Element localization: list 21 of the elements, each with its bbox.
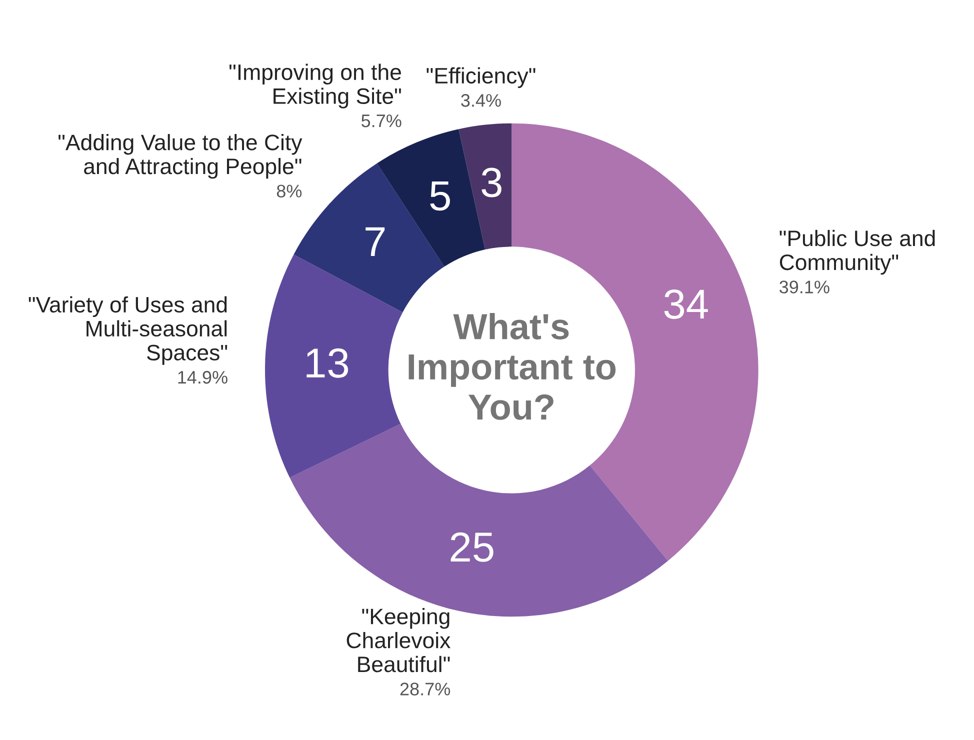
text: 5.7% (362, 114, 402, 128)
slice-label: "Improving on the Existing Site" (229, 64, 401, 108)
text: 39.1% (779, 280, 830, 294)
data-label: 34 (664, 289, 708, 319)
data-label: 25 (450, 532, 494, 562)
data-label: 13 (306, 348, 348, 378)
donut-slice (265, 254, 403, 478)
slice-label: "Efficiency" (426, 67, 536, 88)
text: 14.9% (178, 370, 228, 384)
text: 28.7% (400, 682, 450, 696)
data-label: 7 (366, 227, 385, 256)
text: 3.4% (461, 94, 501, 107)
slice-label: "Public Use and Community" (780, 230, 935, 275)
text: What's Important to You? (408, 312, 616, 420)
data-label: 5 (430, 182, 450, 211)
text: 8% (276, 184, 302, 198)
data-label: 3 (482, 168, 502, 198)
slice-label: "Keeping Charlevoix Beautiful" (346, 608, 450, 672)
donut-slice (458, 123, 512, 250)
slice-label: "Adding Value to the City and Attracting People" (58, 134, 302, 179)
slice-label: "Variety of Uses and Multi-seasonal Spaces" (28, 296, 228, 365)
